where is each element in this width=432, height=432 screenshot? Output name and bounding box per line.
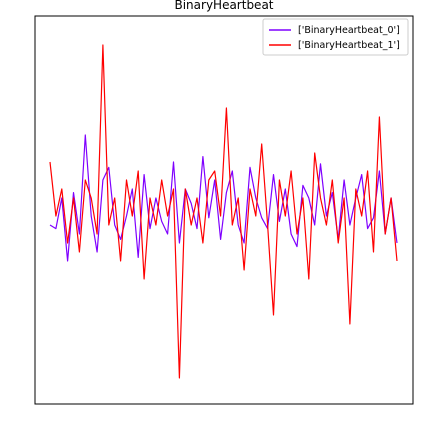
chart-title: BinaryHeartbeat: [174, 0, 273, 12]
legend-label-0: ['BinaryHeartbeat_0']: [298, 25, 400, 36]
series-line-0: [49, 134, 398, 262]
legend-box: [262, 18, 409, 56]
series-line-1: [49, 44, 398, 379]
legend-label-1: ['BinaryHeartbeat_1']: [298, 40, 400, 51]
series-layer: [49, 44, 398, 379]
legend: ['BinaryHeartbeat_0'] ['BinaryHeartbeat_…: [262, 18, 409, 56]
